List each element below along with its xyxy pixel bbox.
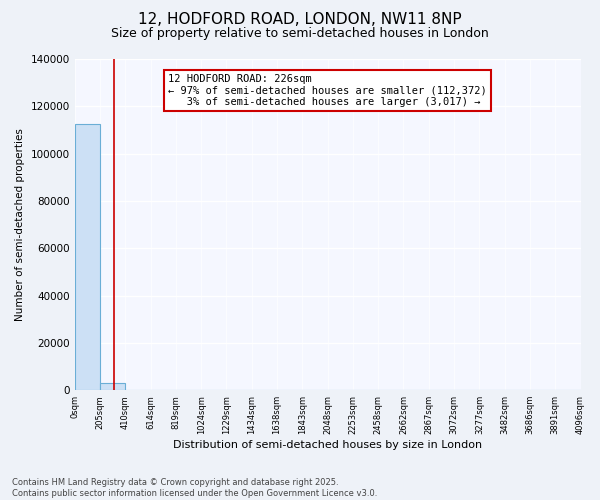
- Text: Size of property relative to semi-detached houses in London: Size of property relative to semi-detach…: [111, 28, 489, 40]
- Bar: [74, 124, 100, 390]
- Y-axis label: Number of semi-detached properties: Number of semi-detached properties: [15, 128, 25, 321]
- Text: 12 HODFORD ROAD: 226sqm
← 97% of semi-detached houses are smaller (112,372)
   3: 12 HODFORD ROAD: 226sqm ← 97% of semi-de…: [168, 74, 487, 107]
- Text: Contains HM Land Registry data © Crown copyright and database right 2025.
Contai: Contains HM Land Registry data © Crown c…: [12, 478, 377, 498]
- Bar: [100, 383, 125, 390]
- Text: 12, HODFORD ROAD, LONDON, NW11 8NP: 12, HODFORD ROAD, LONDON, NW11 8NP: [138, 12, 462, 28]
- X-axis label: Distribution of semi-detached houses by size in London: Distribution of semi-detached houses by …: [173, 440, 482, 450]
